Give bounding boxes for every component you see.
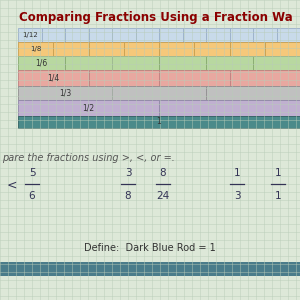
Bar [53,42,88,56]
Text: 1/3: 1/3 [59,88,71,98]
Bar [159,70,230,86]
Bar [206,28,230,42]
Text: 3: 3 [234,191,240,201]
Bar [18,56,65,70]
Bar [41,28,65,42]
Text: 1/4: 1/4 [47,74,59,82]
Text: 1: 1 [275,191,281,201]
Bar [253,56,300,70]
Bar [18,70,88,86]
Text: 1/2: 1/2 [82,103,94,112]
Bar [112,86,206,100]
Text: 1: 1 [275,168,281,178]
Text: 24: 24 [156,191,170,201]
Bar [230,42,265,56]
Text: 1: 1 [157,118,161,127]
Bar [18,86,112,100]
Bar [230,70,300,86]
Bar [18,28,41,42]
Bar [0,262,300,276]
Bar [18,42,53,56]
Bar [253,28,277,42]
Bar [206,86,300,100]
Bar [159,28,182,42]
Bar [159,100,300,116]
Text: 8: 8 [125,191,131,201]
Bar [124,42,159,56]
Bar [88,42,124,56]
Bar [159,56,206,70]
Bar [112,28,136,42]
Bar [194,42,230,56]
Text: pare the fractions using >, <, or =.: pare the fractions using >, <, or =. [2,153,175,163]
Text: Define:  Dark Blue Rod = 1: Define: Dark Blue Rod = 1 [84,243,216,253]
Text: <: < [7,178,17,191]
Text: 6: 6 [29,191,35,201]
Bar [18,116,300,128]
Bar [206,56,253,70]
Bar [265,42,300,56]
Bar [88,28,112,42]
Bar [230,28,253,42]
Bar [65,28,88,42]
Bar [136,28,159,42]
Text: 5: 5 [29,168,35,178]
Text: 3: 3 [125,168,131,178]
Text: 1: 1 [234,168,240,178]
Text: 8: 8 [160,168,166,178]
Bar [182,28,206,42]
Bar [88,70,159,86]
Text: 1/8: 1/8 [30,46,41,52]
Bar [65,56,112,70]
Bar [159,42,194,56]
Bar [112,56,159,70]
Text: Comparing Fractions Using a Fraction Wa: Comparing Fractions Using a Fraction Wa [19,11,293,25]
Bar [18,100,159,116]
Text: 1/12: 1/12 [22,32,38,38]
Bar [277,28,300,42]
Text: 1/6: 1/6 [35,58,48,68]
